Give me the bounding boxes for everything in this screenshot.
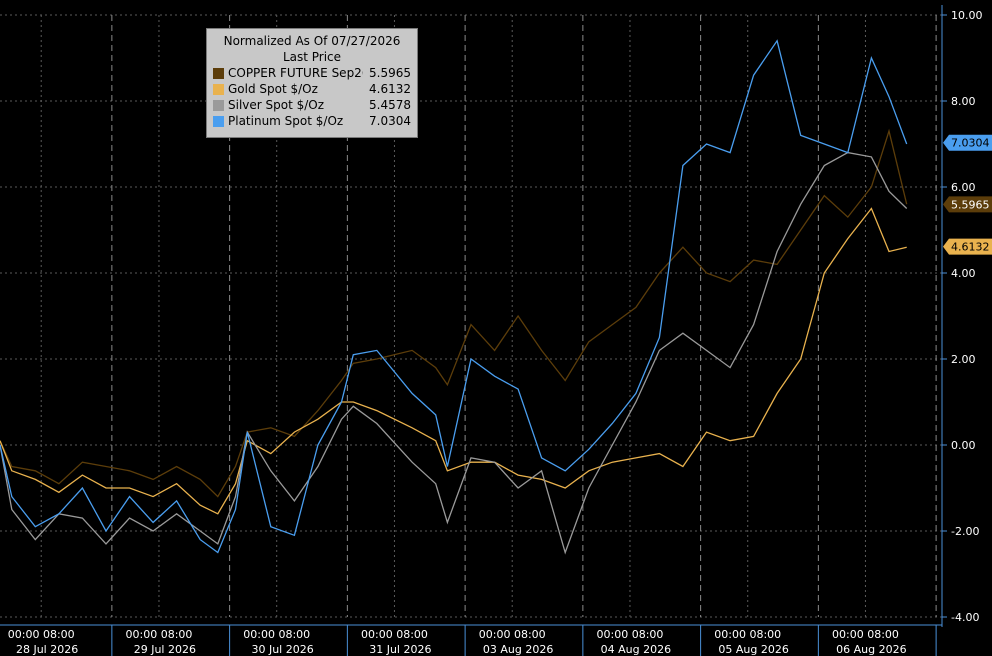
- y-tick-label: 8.00: [951, 95, 976, 108]
- legend-label-platinum: Platinum Spot $/Oz: [228, 114, 344, 128]
- tag-label: 4.6132: [951, 241, 990, 254]
- x-date-label: 30 Jul 2026: [251, 643, 313, 656]
- x-tick-label: 00:00 08:00: [243, 628, 310, 641]
- x-date-label: 28 Jul 2026: [16, 643, 78, 656]
- y-tick-label: 4.00: [951, 267, 976, 280]
- tag-shape: [943, 238, 992, 255]
- last-value-tag-1: 4.6132: [943, 238, 992, 255]
- y-tick-label: 0.00: [951, 439, 976, 452]
- x-tick-label: 00:00 08:00: [8, 628, 75, 641]
- x-tick-label: 00:00 08:00: [361, 628, 428, 641]
- tag-label: 7.0304: [951, 137, 990, 150]
- legend-item-platinum: Platinum Spot $/Oz 7.0304: [213, 113, 411, 129]
- legend-swatch-copper: [213, 67, 224, 79]
- y-tick-label: 2.00: [951, 353, 976, 366]
- x-date-label: 05 Aug 2026: [718, 643, 788, 656]
- x-tick-label: 00:00 08:00: [832, 628, 899, 641]
- y-tick-label: -2.00: [951, 525, 979, 538]
- legend-label-copper: COPPER FUTURE Sep26: [228, 66, 363, 80]
- legend-item-copper: COPPER FUTURE Sep26 5.5965: [213, 65, 411, 81]
- series-line-1: [0, 207, 907, 515]
- x-date-label: 29 Jul 2026: [134, 643, 196, 656]
- y-axis: 10.00 8.00 6.00 4.00 2.00 0.00 -2.00 -4.00: [941, 5, 983, 627]
- series-line-0: [0, 128, 908, 498]
- tag-label: 5.5965: [951, 198, 990, 211]
- legend-swatch-platinum: [213, 115, 224, 127]
- legend-subtitle: Last Price: [282, 50, 342, 64]
- legend-value-silver: 5.4578: [369, 98, 411, 112]
- tag-shape: [943, 134, 992, 151]
- tag-shape: [943, 196, 992, 213]
- last-value-tag-0: 5.5965: [943, 196, 992, 213]
- chart-legend: Normalized As Of 07/27/2026 Last Price C…: [206, 28, 418, 138]
- legend-value-gold: 4.6132: [369, 82, 411, 96]
- legend-label-silver: Silver Spot $/Oz: [228, 98, 325, 112]
- legend-swatch-gold: [213, 83, 224, 95]
- series-line-3: [0, 39, 908, 554]
- legend-title: Normalized As Of 07/27/2026: [223, 34, 401, 48]
- x-date-label: 06 Aug 2026: [836, 643, 906, 656]
- y-tick-label: -4.00: [951, 611, 979, 624]
- y-tick-label: 10.00: [951, 9, 983, 22]
- legend-swatch-silver: [213, 99, 224, 111]
- x-axis: 00:00 08:00 00:00 08:00 00:00 08:00 00:00 0…: [0, 624, 942, 656]
- legend-label-gold: Gold Spot $/Oz: [228, 82, 318, 96]
- legend-item-silver: Silver Spot $/Oz 5.4578: [213, 97, 411, 113]
- y-tick-label: 6.00: [951, 181, 976, 194]
- series-line-2: [0, 151, 908, 555]
- series-lines: [0, 39, 908, 555]
- x-date-label: 31 Jul 2026: [369, 643, 431, 656]
- x-tick-label: 00:00 08:00: [126, 628, 193, 641]
- legend-value-copper: 5.5965: [369, 66, 411, 80]
- legend-item-gold: Gold Spot $/Oz 4.6132: [213, 81, 411, 97]
- x-tick-label: 00:00 08:00: [479, 628, 546, 641]
- x-date-label: 03 Aug 2026: [483, 643, 553, 656]
- last-value-tag-3: 7.0304: [943, 134, 992, 151]
- x-date-label: 04 Aug 2026: [601, 643, 671, 656]
- last-value-tags: 7.0304 5.5965 4.6132: [943, 134, 992, 255]
- x-tick-label: 00:00 08:00: [714, 628, 781, 641]
- legend-value-platinum: 7.0304: [369, 114, 411, 128]
- x-tick-label: 00:00 08:00: [597, 628, 664, 641]
